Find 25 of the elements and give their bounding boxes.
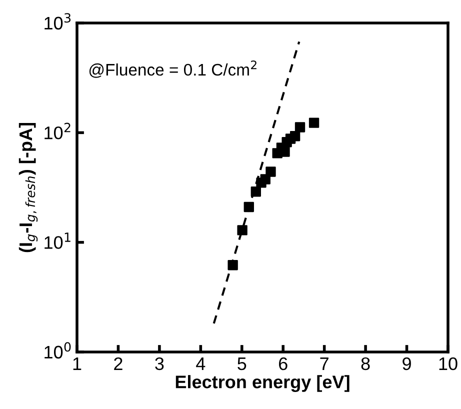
x-tick-label: 9 <box>402 357 411 370</box>
annotation: @Fluence = 0.1 C/cm$^{2}$ <box>89 60 256 78</box>
x-tick-label: 1 <box>73 358 82 370</box>
x-tick-label: 8 <box>361 357 370 370</box>
point <box>237 225 248 236</box>
point <box>250 186 261 197</box>
point <box>294 122 306 132</box>
x-tick-label: 6 <box>279 357 288 370</box>
x-tick-label: 3 <box>155 357 164 370</box>
x-tick-label: 7 <box>320 358 328 370</box>
x-tick-label: 10 <box>439 357 458 370</box>
x-tick-label: 2 <box>114 357 122 370</box>
point <box>244 202 254 212</box>
y-tick-label: 10$^{0}$ <box>44 342 71 359</box>
y-axis-title: (I$_{g}$-I$_{g,fresh}$) [-pA] <box>18 122 38 252</box>
y-tick-label: 10$^{3}$ <box>44 13 71 30</box>
x-tick-label: 5 <box>238 358 246 370</box>
x-tick-label: 4 <box>196 358 206 370</box>
y-tick-label: 10$^{2}$ <box>44 122 70 140</box>
point <box>308 118 320 128</box>
y-tick-label: 10$^{1}$ <box>44 232 70 249</box>
x-axis-title: Electron energy [eV] <box>176 375 350 392</box>
point <box>290 131 300 142</box>
point <box>228 260 238 270</box>
point <box>266 166 276 177</box>
